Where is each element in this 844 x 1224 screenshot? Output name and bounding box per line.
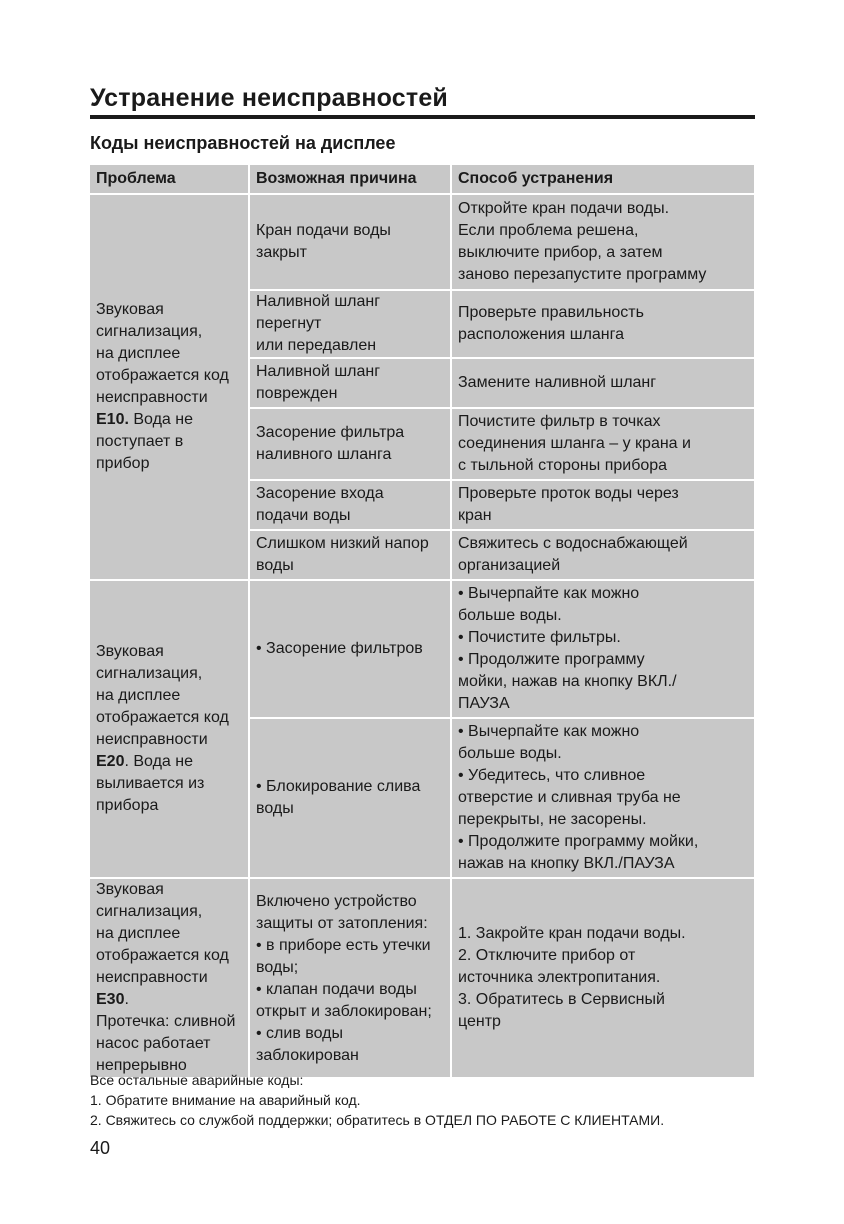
problem-text: Звуковая сигнализация, на дисплее отобра… — [96, 881, 229, 986]
table-row: Наливной шланг перегнут или передавлен Пр… — [90, 291, 754, 357]
problem-text: Вода не поступает в прибор — [96, 411, 193, 472]
title-rule — [90, 115, 755, 119]
header-problem: Проблема — [90, 165, 248, 193]
problem-text: . Протечка: сливной насос работает непре… — [96, 991, 236, 1074]
fix-cell: Свяжитесь с водоснабжающей организацией — [452, 531, 754, 579]
page-title: Устранение неисправностей — [90, 84, 449, 112]
page-number: 40 — [90, 1138, 111, 1158]
cause-cell: • Блокирование слива воды — [250, 719, 450, 877]
fix-cell: Проверьте проток воды через кран — [452, 481, 754, 529]
error-code: E30 — [96, 991, 125, 1008]
error-code: E20 — [96, 753, 125, 770]
cause-cell: Кран подачи воды закрыт — [250, 195, 450, 289]
fix-cell: • Вычерпайте как можно больше воды. • По… — [452, 581, 754, 717]
cause-cell: • Засорение фильтров — [250, 581, 450, 717]
cause-cell: Наливной шланг поврежден — [250, 359, 450, 407]
table-row: Звуковая сигнализация, на дисплее отобра… — [90, 581, 754, 877]
fix-cell: Проверьте правильность расположения шлан… — [452, 291, 754, 357]
footer-line: 1. Обратите внимание на аварийный код. — [90, 1092, 361, 1108]
problem-text: Звуковая сигнализация, на дисплее отобра… — [96, 301, 229, 406]
cause-cell: Засорение входа подачи воды — [250, 481, 450, 529]
header-fix: Способ устранения — [452, 165, 754, 193]
fix-cell: Почистите фильтр в точках соединения шла… — [452, 409, 754, 479]
table-row: Звуковая сигнализация, на дисплее отобра… — [90, 879, 754, 1077]
cause-cell: Слишком низкий напор воды — [250, 531, 450, 579]
footer-line: 2. Свяжитесь со службой поддержки; обрат… — [90, 1112, 665, 1128]
error-code: E10. — [96, 411, 129, 428]
problem-text: . Вода не выливается из прибора — [96, 753, 205, 814]
cause-cell: Наливной шланг перегнут или передавлен — [250, 291, 450, 357]
fix-cell: Замените наливной шланг — [452, 359, 754, 407]
cause-cell: Засорение фильтра наливного шланга — [250, 409, 450, 479]
table-header-row: Проблема Возможная причина Способ устран… — [90, 165, 754, 193]
header-cause: Возможная причина — [250, 165, 450, 193]
table-row: Наливной шланг поврежден Замените наливно… — [90, 359, 754, 407]
error-codes-table: Проблема Возможная причина Способ устран… — [88, 163, 756, 1079]
table-row: Засорение фильтра наливного шланга Почист… — [90, 409, 754, 479]
table-row: • Блокирование слива воды • Вычерпайте ка… — [90, 719, 754, 877]
problem-cell: Звуковая сигнализация, на дисплее отобра… — [90, 195, 248, 579]
footer-line: Все остальные аварийные коды: — [90, 1072, 304, 1088]
table-row: Слишком низкий напор воды Свяжитесь с вод… — [90, 531, 754, 579]
cause-cell: Включено устройство защиты от затопления… — [250, 879, 450, 1077]
problem-cell: Звуковая сигнализация, на дисплее отобра… — [90, 581, 248, 877]
table-row: Звуковая сигнализация, на дисплее отобра… — [90, 195, 754, 579]
fix-cell: Откройте кран подачи воды. Если проблема… — [452, 195, 754, 289]
problem-cell: Звуковая сигнализация, на дисплее отобра… — [90, 879, 248, 1077]
footer-notes: Все остальные аварийные коды: 1. Обратит… — [90, 1070, 664, 1130]
table-row: Засорение входа подачи воды Проверьте про… — [90, 481, 754, 529]
problem-text: Звуковая сигнализация, на дисплее отобра… — [96, 643, 229, 748]
fix-cell: 1. Закройте кран подачи воды. 2. Отключи… — [452, 879, 754, 1077]
fix-cell: • Вычерпайте как можно больше воды. • Уб… — [452, 719, 754, 877]
section-title: Коды неисправностей на дисплее — [90, 133, 396, 153]
